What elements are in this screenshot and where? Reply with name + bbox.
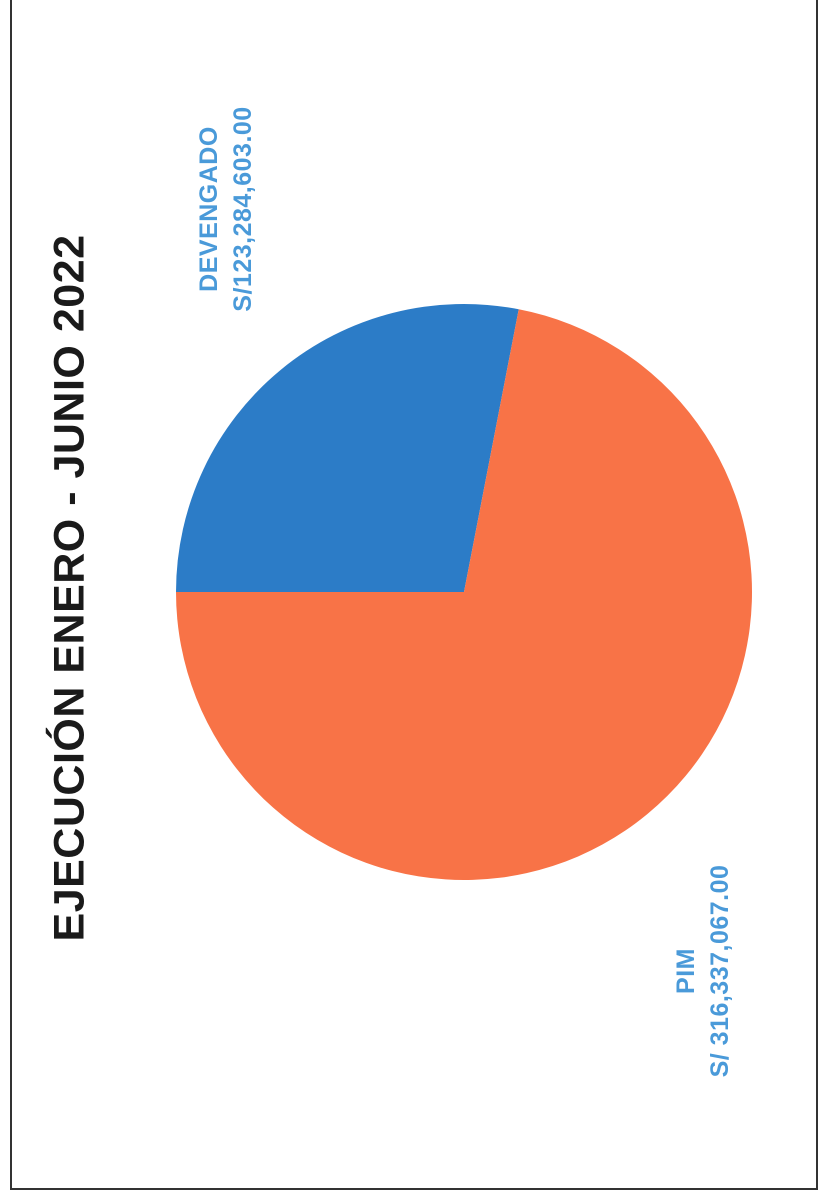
pie-slice-devengado	[176, 303, 519, 592]
slice-label-devengado-value: S/123,284,603.00	[229, 106, 257, 312]
slice-label-devengado: DEVENGADO S/123,284,603.00	[192, 106, 260, 311]
slice-label-pim-name: PIM	[672, 948, 700, 994]
page-frame	[10, 0, 818, 1190]
slice-label-pim-value: S/ 316,337,067.00	[706, 864, 734, 1078]
pie-slice-pim	[176, 309, 752, 880]
pie-slices	[176, 303, 752, 880]
slice-label-pim: PIM S/ 316,337,067.00	[669, 865, 737, 1078]
slice-label-devengado-name: DEVENGADO	[195, 126, 223, 292]
